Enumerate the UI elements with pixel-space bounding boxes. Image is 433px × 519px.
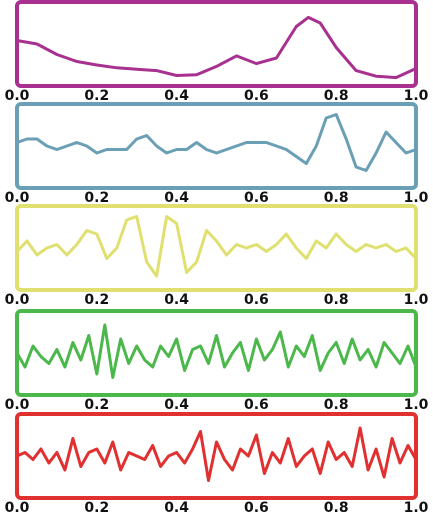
x-tick-label: 0.4 (164, 397, 189, 413)
x-tick-label: 0.8 (324, 88, 349, 104)
x-tick-label: 0.6 (244, 190, 269, 206)
x-tick-label: 0.6 (244, 500, 269, 516)
x-tick-label: 0.0 (5, 88, 30, 104)
x-tick-label: 1.0 (404, 500, 429, 516)
x-tick-label: 0.0 (5, 190, 30, 206)
x-tick-label: 0.8 (324, 292, 349, 308)
signal-line (15, 215, 418, 278)
x-tick-label: 0.2 (84, 292, 109, 308)
x-tick-label: 0.4 (164, 292, 189, 308)
x-tick-label: 0.0 (5, 397, 30, 413)
x-tick-label: 1.0 (404, 190, 429, 206)
x-tick-label: 0.8 (324, 500, 349, 516)
signal-line (16, 15, 417, 80)
x-tick-label: 0.2 (84, 500, 109, 516)
signal-line (16, 426, 418, 482)
panel-frame (15, 0, 418, 88)
x-tick-label: 0.8 (324, 397, 349, 413)
x-tick-label: 0.2 (84, 190, 109, 206)
signal-line (16, 113, 417, 172)
signal-line (15, 323, 418, 379)
panel-frame (15, 204, 418, 292)
x-tick-label: 0.6 (244, 397, 269, 413)
x-tick-label: 0.4 (164, 190, 189, 206)
panel-frame (15, 102, 418, 190)
x-tick-label: 0.0 (5, 500, 30, 516)
x-tick-label: 0.4 (164, 88, 189, 104)
x-tick-label: 0.8 (324, 190, 349, 206)
x-tick-label: 1.0 (404, 88, 429, 104)
x-tick-label: 0.6 (244, 292, 269, 308)
x-tick-label: 0.6 (244, 88, 269, 104)
x-tick-label: 0.4 (164, 500, 189, 516)
x-tick-label: 1.0 (404, 292, 429, 308)
x-tick-label: 0.2 (84, 397, 109, 413)
x-tick-label: 1.0 (404, 397, 429, 413)
x-tick-label: 0.0 (5, 292, 30, 308)
x-tick-label: 0.2 (84, 88, 109, 104)
